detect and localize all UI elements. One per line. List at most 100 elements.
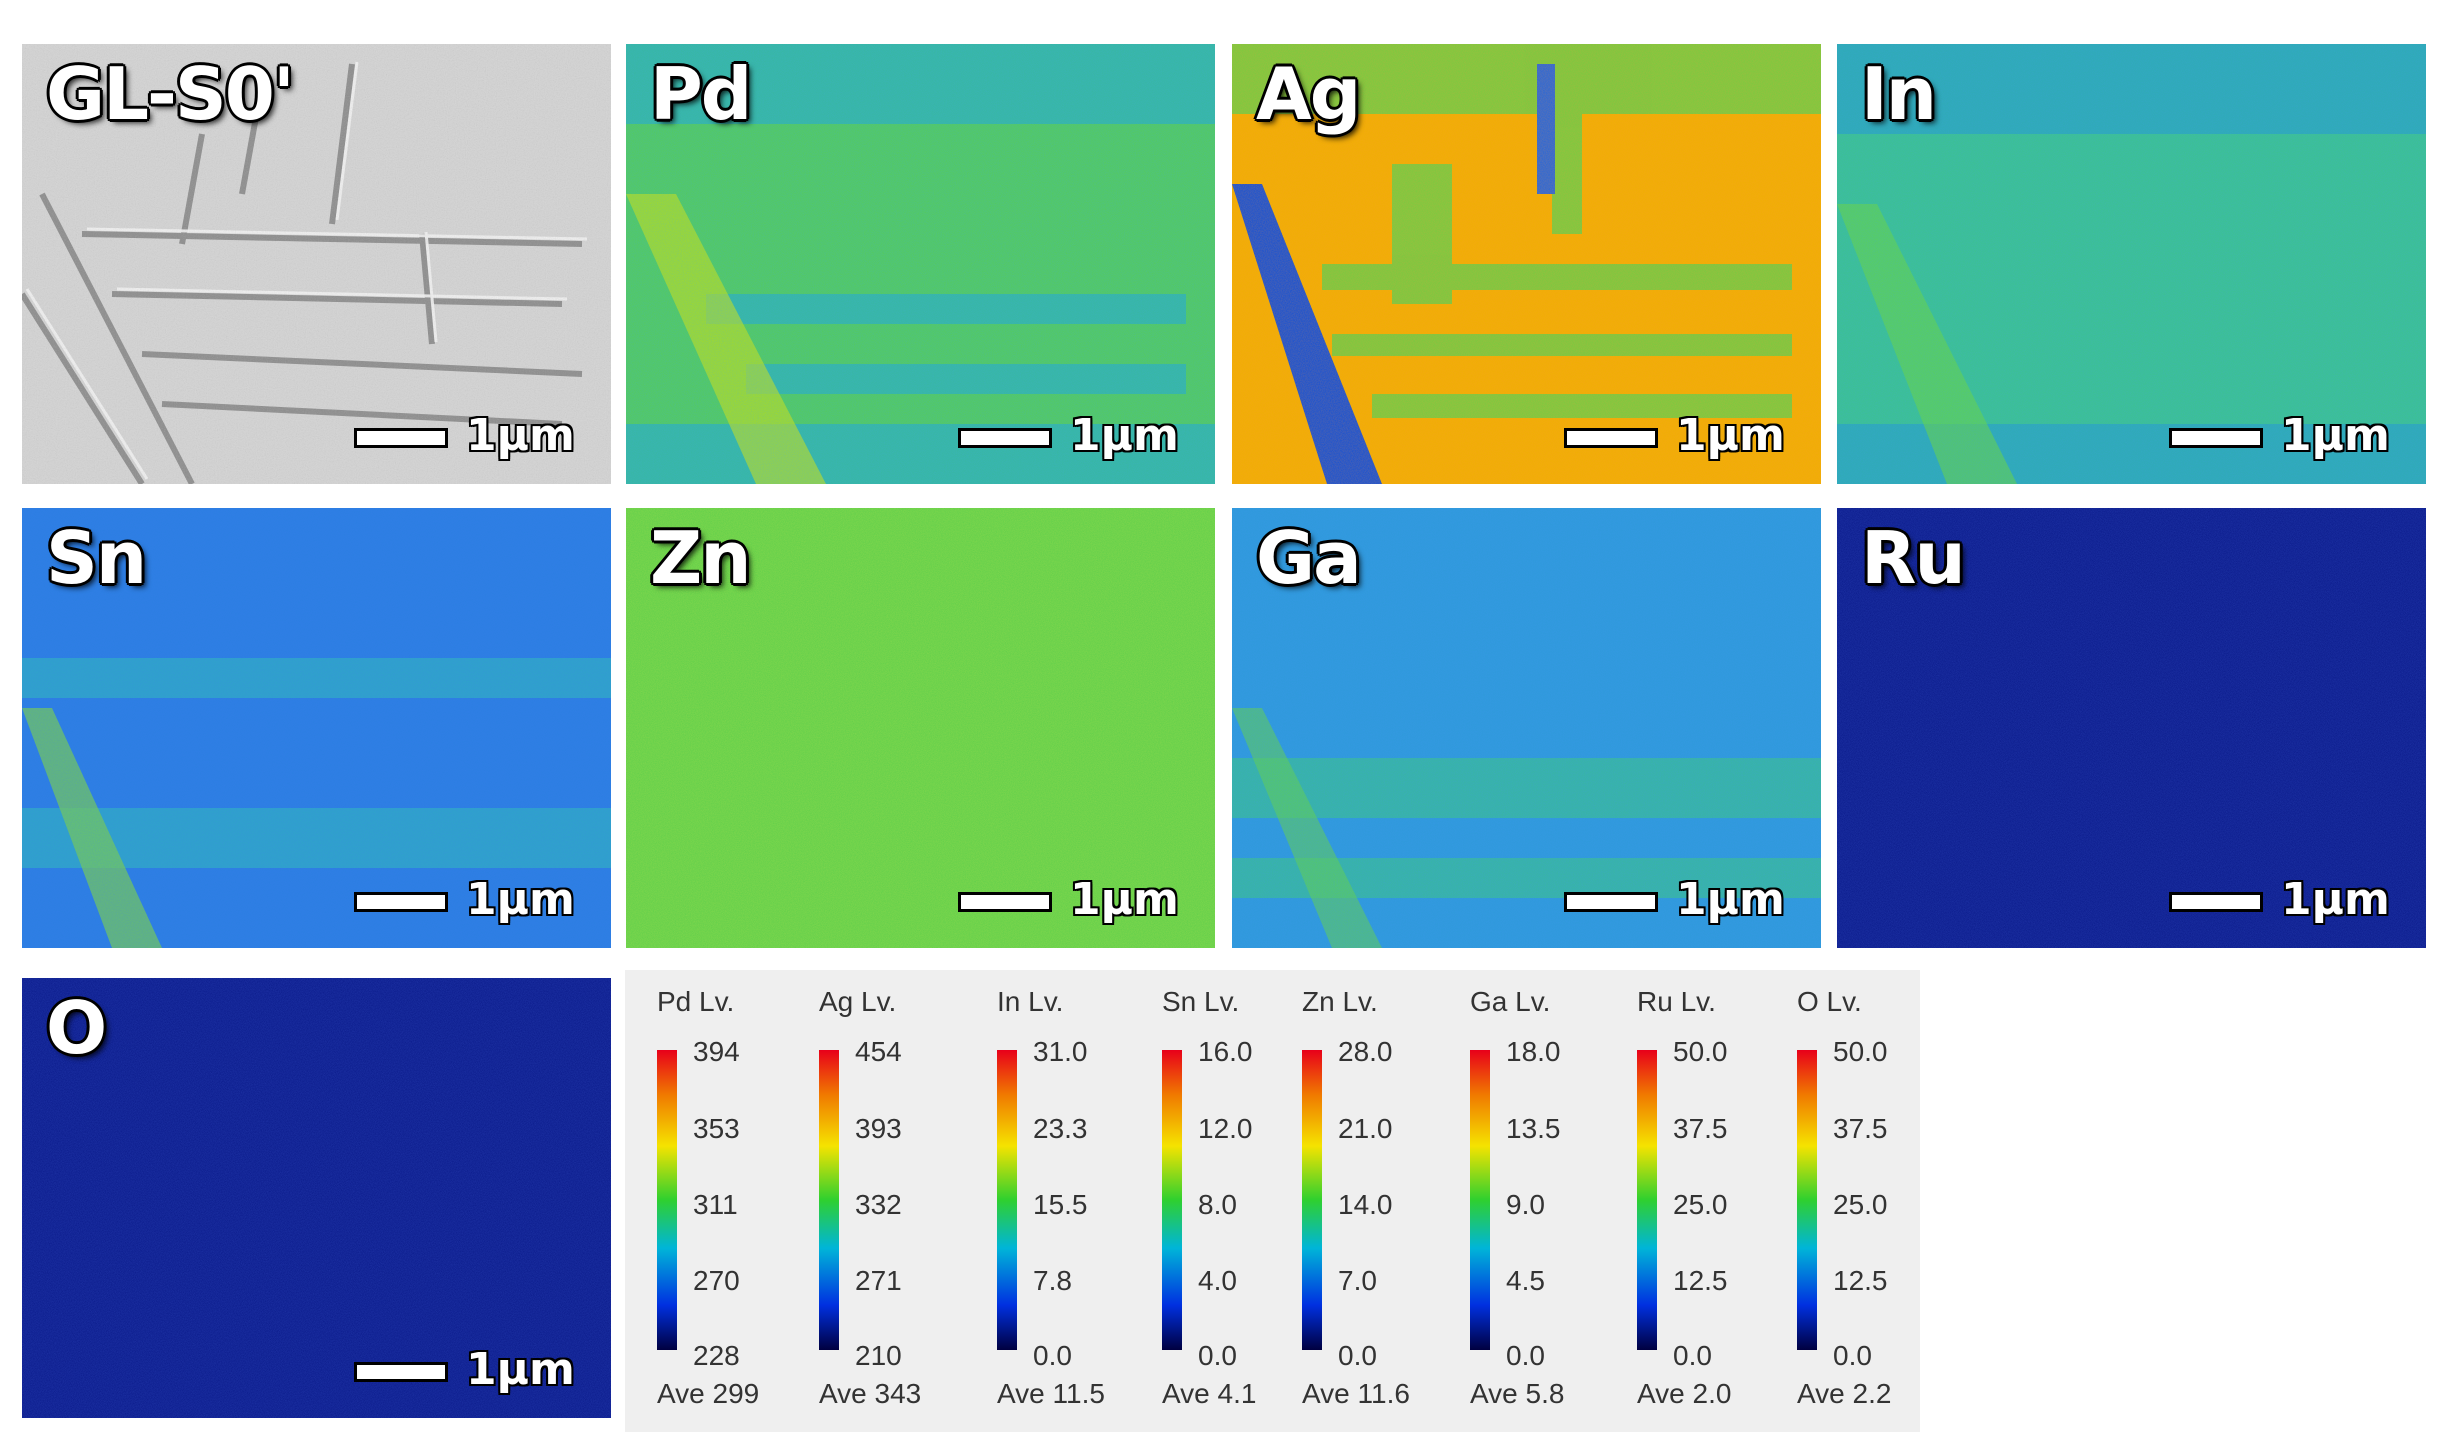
tick-label: 0.0: [1198, 1340, 1237, 1371]
color-bar: [657, 1050, 677, 1350]
tick-label: 12.5: [1673, 1265, 1728, 1296]
tick-label: 7.0: [1338, 1265, 1377, 1296]
tick-label: 50.0: [1673, 1036, 1728, 1067]
scale-bar: 1μm: [354, 1348, 594, 1398]
scale-bar: 1μm: [354, 878, 594, 928]
panel-o-map: O 1μm: [22, 978, 611, 1418]
panel-label: GL-S0': [46, 52, 295, 136]
tick-label: 25.0: [1673, 1189, 1728, 1220]
legend-average: Ave 4.1: [1162, 1378, 1257, 1409]
panel-label: Ag: [1256, 52, 1361, 136]
color-bar: [1797, 1050, 1817, 1350]
tick-label: 311: [693, 1189, 738, 1220]
tick-label: 21.0: [1338, 1113, 1393, 1144]
scale-bar-label: 1μm: [466, 410, 575, 461]
tick-label: 16.0: [1198, 1036, 1253, 1067]
zn-map-image: [626, 508, 1215, 948]
legend-pd: Pd Lv. 394 353 311 270 228 Ave 299: [635, 970, 795, 1432]
panel-label: In: [1861, 52, 1937, 136]
legend-average: Ave 11.6: [1302, 1378, 1410, 1409]
panel-label: Zn: [650, 516, 751, 600]
legend-zn: Zn Lv. 28.0 21.0 14.0 7.0 0.0 Ave 11.6: [1280, 970, 1440, 1432]
tick-label: 0.0: [1673, 1340, 1712, 1371]
legend-title: Ru Lv.: [1637, 986, 1716, 1017]
scale-bar-label: 1μm: [1676, 410, 1785, 461]
tick-label: 25.0: [1833, 1189, 1888, 1220]
pd-map-image: [626, 44, 1215, 484]
scale-bar-line: [1564, 428, 1658, 448]
scale-bar-label: 1μm: [466, 874, 575, 925]
tick-label: 50.0: [1833, 1036, 1888, 1067]
tick-label: 23.3: [1033, 1113, 1088, 1144]
panel-ag-map: Ag 1μm: [1232, 44, 1821, 484]
sem-image: [22, 44, 611, 484]
color-bar: [1162, 1050, 1182, 1350]
scale-bar-line: [1564, 892, 1658, 912]
panel-label: Pd: [650, 52, 752, 136]
tick-label: 353: [693, 1113, 740, 1144]
tick-label: 271: [855, 1265, 902, 1296]
panel-label: Sn: [46, 516, 147, 600]
color-bar: [1302, 1050, 1322, 1350]
scale-bar-label: 1μm: [466, 1344, 575, 1395]
scale-bar-line: [354, 1362, 448, 1382]
scale-bar-line: [2169, 428, 2263, 448]
in-map-image: [1837, 44, 2426, 484]
tick-label: 31.0: [1033, 1036, 1088, 1067]
tick-label: 15.5: [1033, 1189, 1088, 1220]
color-scale-legend: Pd Lv. 394 353 311 270 228 Ave 299 Ag Lv…: [625, 970, 1920, 1432]
panel-label: O: [46, 986, 107, 1070]
scale-bar-label: 1μm: [1676, 874, 1785, 925]
legend-average: Ave 5.8: [1470, 1378, 1565, 1409]
tick-label: 8.0: [1198, 1189, 1237, 1220]
tick-label: 332: [855, 1189, 902, 1220]
tick-label: 210: [855, 1340, 902, 1371]
legend-ru: Ru Lv. 50.0 37.5 25.0 12.5 0.0 Ave 2.0: [1615, 970, 1775, 1432]
tick-label: 37.5: [1833, 1113, 1888, 1144]
scale-bar: 1μm: [2169, 878, 2409, 928]
scale-bar: 1μm: [1564, 878, 1804, 928]
legend-ag: Ag Lv. 454 393 332 271 210 Ave 343: [797, 970, 957, 1432]
tick-label: 393: [855, 1113, 902, 1144]
tick-label: 0.0: [1506, 1340, 1545, 1371]
o-map-image: [22, 978, 611, 1418]
scale-bar-line: [2169, 892, 2263, 912]
tick-label: 12.0: [1198, 1113, 1253, 1144]
legend-title: Sn Lv.: [1162, 986, 1240, 1017]
tick-label: 4.5: [1506, 1265, 1545, 1296]
tick-label: 13.5: [1506, 1113, 1561, 1144]
tick-label: 0.0: [1833, 1340, 1872, 1371]
panel-sem: GL-S0' 1μm: [22, 44, 611, 484]
scale-bar-line: [958, 892, 1052, 912]
legend-o: O Lv. 50.0 37.5 25.0 12.5 0.0 Ave 2.2: [1775, 970, 1935, 1432]
legend-title: Zn Lv.: [1302, 986, 1378, 1017]
scale-bar: 1μm: [958, 878, 1198, 928]
tick-label: 4.0: [1198, 1265, 1237, 1296]
legend-title: In Lv.: [997, 986, 1064, 1017]
scale-bar-line: [354, 892, 448, 912]
legend-in: In Lv. 31.0 23.3 15.5 7.8 0.0 Ave 11.5: [975, 970, 1135, 1432]
tick-label: 394: [693, 1036, 740, 1067]
tick-label: 28.0: [1338, 1036, 1393, 1067]
color-bar: [997, 1050, 1017, 1350]
legend-title: O Lv.: [1797, 986, 1862, 1017]
color-bar: [819, 1050, 839, 1350]
scale-bar: 1μm: [958, 414, 1198, 464]
panel-label: Ga: [1256, 516, 1362, 600]
legend-average: Ave 11.5: [997, 1378, 1105, 1409]
scale-bar-line: [958, 428, 1052, 448]
scale-bar: 1μm: [2169, 414, 2409, 464]
scale-bar-label: 1μm: [1070, 410, 1179, 461]
scale-bar: 1μm: [1564, 414, 1804, 464]
panel-label: Ru: [1861, 516, 1966, 600]
legend-title: Ag Lv.: [819, 986, 897, 1017]
tick-label: 454: [855, 1036, 902, 1067]
tick-label: 0.0: [1033, 1340, 1072, 1371]
tick-label: 228: [693, 1340, 740, 1371]
sn-map-image: [22, 508, 611, 948]
tick-label: 12.5: [1833, 1265, 1888, 1296]
legend-ga: Ga Lv. 18.0 13.5 9.0 4.5 0.0 Ave 5.8: [1448, 970, 1608, 1432]
panel-ga-map: Ga 1μm: [1232, 508, 1821, 948]
tick-label: 7.8: [1033, 1265, 1072, 1296]
panel-pd-map: Pd 1μm: [626, 44, 1215, 484]
